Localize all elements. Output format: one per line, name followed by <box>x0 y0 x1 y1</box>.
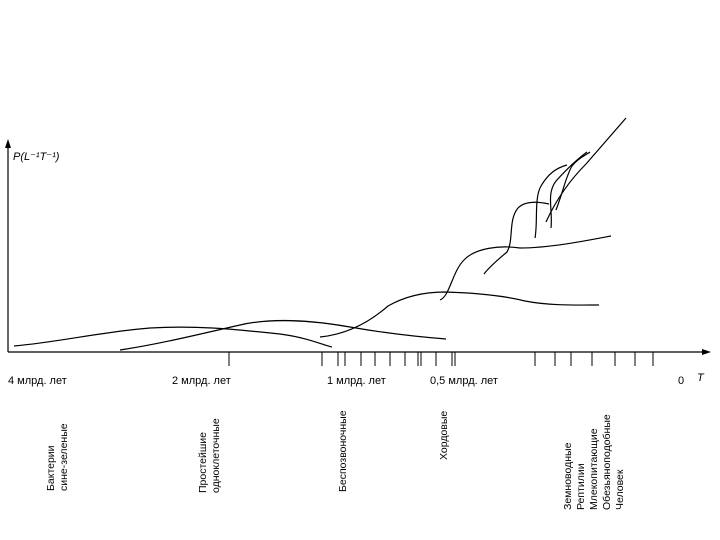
group-label-line: Беспозвоночные <box>337 410 349 492</box>
reptiles-curve <box>534 164 568 239</box>
x-axis-ticks <box>228 352 654 366</box>
tick-label-0: 0 <box>678 375 684 387</box>
tick-label-1bn: 1 млрд. лет <box>327 375 386 387</box>
group-label-bacteria: Бактерии сине-зеленые <box>45 423 70 491</box>
amphibians-curve <box>483 201 550 275</box>
protozoa-curve <box>119 320 447 351</box>
apes-curve <box>555 151 591 211</box>
group-label-vertebrate-lineage: Земноводные Рептилии Млекопитающие Обезь… <box>562 414 626 510</box>
group-label-line: сине-зеленые <box>58 423 70 491</box>
tick-label-2bn: 2 млрд. лет <box>172 375 231 387</box>
group-label-line: Земноводные <box>562 442 574 510</box>
group-label-line: Рептилии <box>575 463 587 510</box>
y-axis-label: P(L⁻¹T⁻¹) <box>13 151 60 163</box>
y-axis-arrow <box>5 139 11 148</box>
tick-label-4bn: 4 млрд. лет <box>8 375 67 387</box>
group-label-line: Обезьяноподобные <box>601 414 613 510</box>
mammals-curve <box>549 151 588 229</box>
tick-label-05bn: 0,5 млрд. лет <box>430 375 498 387</box>
humans-curve <box>545 117 627 223</box>
group-label-line: Хордовые <box>438 411 450 460</box>
group-label-line: Человек <box>614 469 626 510</box>
group-label-line: Млекопитающие <box>588 428 600 510</box>
group-label-protozoa: Простейшие одноклеточные <box>197 418 222 493</box>
bacteria-curve <box>13 326 333 348</box>
x-axis-arrow <box>702 349 711 355</box>
group-label-chordates: Хордовые <box>438 411 450 460</box>
group-label-line: одноклеточные <box>210 418 222 493</box>
group-label-invertebrates: Беспозвоночные <box>337 410 349 492</box>
invertebrates-curve <box>319 291 600 338</box>
x-axis-label: T <box>697 372 705 384</box>
group-label-line: Бактерии <box>45 445 57 491</box>
group-label-line: Простейшие <box>197 432 209 493</box>
chordates-curve <box>439 235 612 301</box>
curves <box>13 117 627 351</box>
